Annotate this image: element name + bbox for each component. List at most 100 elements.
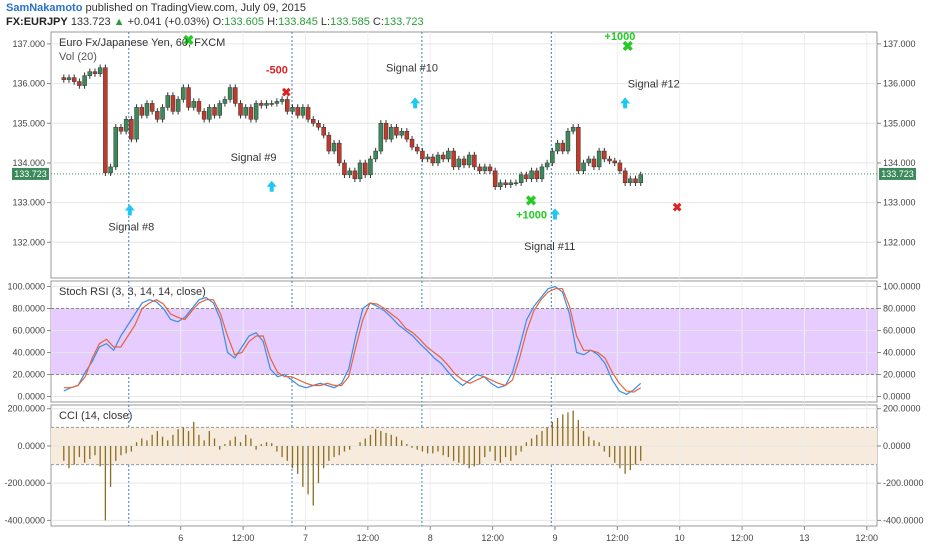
low-label: L: — [320, 16, 331, 28]
candle-body — [466, 154, 472, 166]
price-pane-frame — [50, 31, 878, 279]
chart-header: SamNakamoto published on TradingView.com… — [0, 0, 932, 30]
candle-body — [550, 150, 555, 164]
stoch-tick-label-left: 100.0000 — [7, 282, 45, 292]
candle-body — [638, 174, 643, 184]
candle-body — [446, 150, 451, 160]
cci-tick-label-left: -200.0000 — [4, 478, 45, 488]
last-price: 133.723 — [70, 16, 111, 28]
stoch-tick-label-right: 80.0000 — [883, 304, 916, 314]
candle-body — [134, 107, 139, 140]
signal-arrow-icon — [620, 97, 631, 109]
candle-body — [508, 182, 514, 186]
candle-body — [196, 101, 202, 112]
close-value: 133.723 — [383, 16, 424, 28]
x-tick-label: 12:00 — [481, 533, 504, 543]
candle-body — [498, 182, 503, 187]
candle-body — [139, 107, 145, 116]
price-pane-title: Euro Fx/Japanese Yen, 60, FXCM — [59, 37, 225, 49]
candle-body — [487, 166, 493, 172]
candle-body — [191, 101, 196, 108]
published-text: published on TradingView.com, July 09, 2… — [85, 2, 307, 14]
price-tick-label-right: 133.000 — [883, 198, 916, 208]
cci-tick-label-right: -200.0000 — [883, 478, 924, 488]
signal-arrow-icon — [266, 180, 277, 192]
candle-body — [518, 174, 524, 184]
candle-body — [368, 158, 373, 176]
stoch-tick-label-left: 0.0000 — [17, 392, 45, 402]
candle-body — [602, 150, 607, 160]
candle-body — [285, 99, 290, 112]
candle-body — [539, 166, 545, 180]
candle-body — [513, 182, 519, 185]
candle-body — [373, 150, 378, 160]
candle-body — [201, 111, 207, 120]
author-link[interactable]: SamNakamoto — [6, 2, 83, 14]
candle-body — [560, 142, 566, 152]
candle-body — [290, 107, 295, 112]
candle-body — [264, 103, 269, 106]
cci-pane-frame — [50, 404, 878, 527]
candle-body — [181, 87, 186, 100]
candle-body — [362, 162, 368, 176]
stoch-tick-label-right: 60.0000 — [883, 326, 916, 336]
candle-body — [227, 87, 233, 100]
candle-body — [186, 87, 191, 108]
candle-body — [352, 170, 358, 180]
candle-body — [342, 162, 347, 176]
chart-annotation: Signal #11 — [524, 241, 575, 253]
close-label: C: — [372, 16, 384, 28]
candle-body — [383, 123, 389, 140]
high-value: 133.845 — [278, 16, 318, 28]
x-tick-label: 6 — [178, 533, 183, 543]
x-tick-label: 13 — [799, 533, 809, 543]
x-tick-label: 12:00 — [357, 533, 380, 543]
symbol-label[interactable]: FX:EURJPY — [6, 16, 68, 28]
cci-pane-title: CCI (14, close) — [59, 410, 132, 422]
last-price-tag-left — [12, 167, 49, 180]
chart-annotation: Signal #12 — [628, 79, 680, 91]
candle-body — [472, 154, 477, 168]
candle-body — [149, 103, 155, 112]
candle-body — [581, 162, 586, 172]
price-tick-label-left: 135.000 — [12, 118, 45, 128]
candle-body — [388, 126, 394, 140]
candle-body — [144, 103, 150, 116]
candle-body — [279, 99, 285, 102]
candle-body — [118, 126, 124, 132]
stoch-k-line — [63, 285, 642, 395]
signal-arrow-icon — [410, 97, 421, 109]
change-up-icon: ▲ — [113, 16, 125, 28]
stoch-band — [51, 308, 877, 375]
candle-body — [420, 150, 425, 160]
low-value: 133.585 — [330, 16, 370, 28]
price-tick-label-right: 137.000 — [883, 39, 916, 49]
candle-body — [175, 99, 181, 112]
candle-body — [617, 162, 623, 172]
candle-body — [633, 178, 638, 184]
x-tick-label: 10 — [675, 533, 685, 543]
candle-body — [269, 103, 274, 105]
loss-cross-icon: ✖ — [281, 86, 291, 100]
win-cross-icon: ✖ — [622, 38, 634, 54]
candle-body — [155, 111, 160, 120]
candle-body — [331, 142, 337, 152]
candle-body — [305, 107, 311, 120]
candle-body — [222, 99, 228, 104]
candle-body — [503, 182, 508, 186]
candle-body — [92, 71, 98, 74]
cci-tick-label-right: 0.0000 — [883, 441, 911, 451]
cci-tick-label-right: -400.0000 — [883, 515, 924, 525]
chart-annotation: +1000 — [604, 31, 635, 43]
win-cross-icon: ✖ — [183, 32, 195, 48]
candle-body — [129, 119, 134, 140]
stoch-tick-label-right: 100.0000 — [883, 282, 921, 292]
candle-body — [399, 130, 404, 136]
candle-body — [576, 126, 581, 172]
candle-body — [534, 170, 540, 180]
candle-body — [295, 107, 300, 116]
candle-body — [524, 174, 529, 180]
chart-annotation: +1000 — [516, 209, 547, 221]
stoch-tick-label-left: 40.0000 — [12, 348, 45, 358]
